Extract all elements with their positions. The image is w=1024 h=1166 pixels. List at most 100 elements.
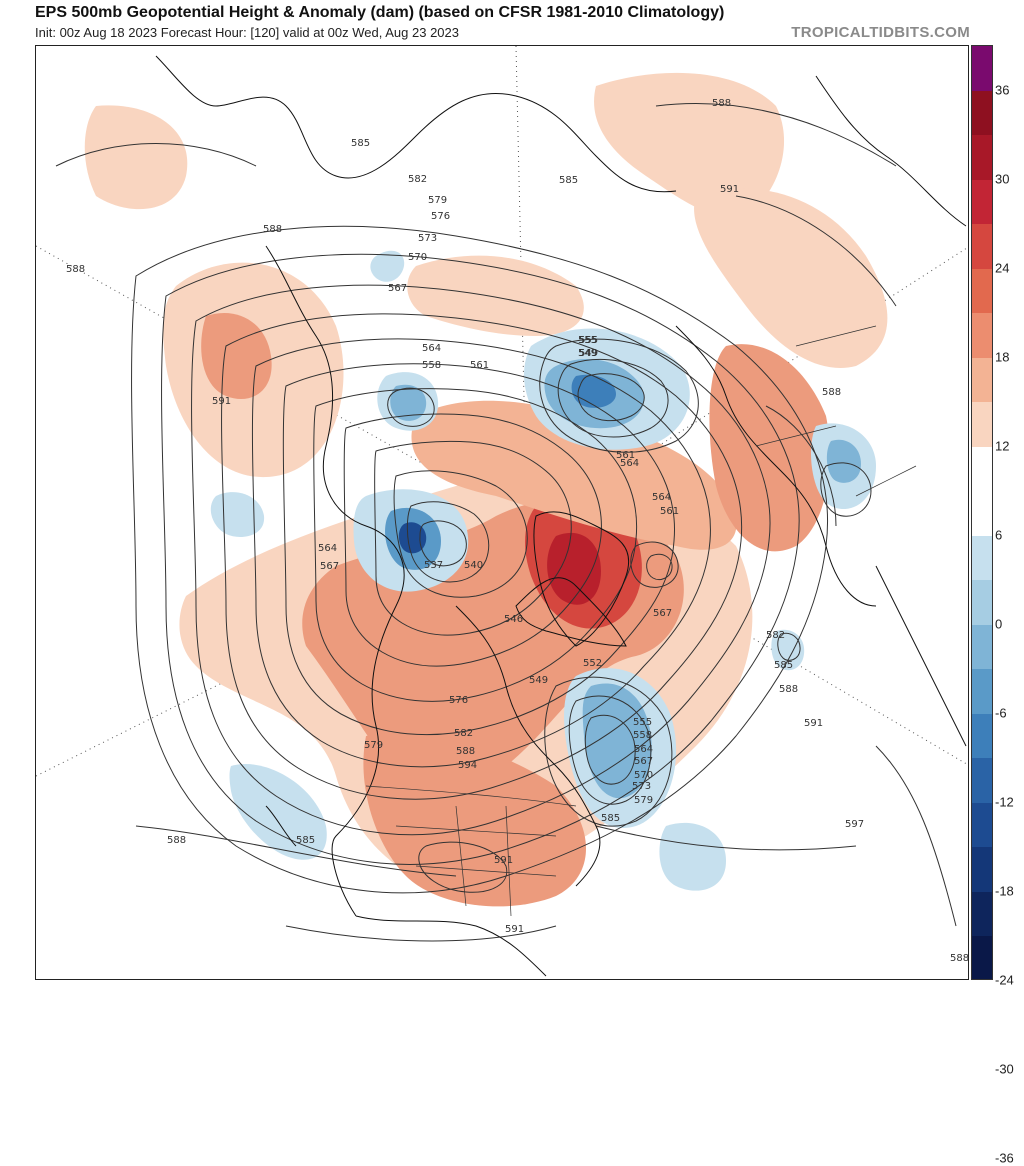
contour-label: 567 [320, 561, 339, 572]
colorbar-tick-label: -24 [995, 972, 1014, 988]
colorbar-segment [972, 802, 992, 848]
contour-label: 588 [66, 264, 85, 275]
contour-label: 585 [559, 175, 578, 186]
contour-label: 555 [578, 335, 597, 346]
contour-label: 558 [633, 730, 652, 741]
contour-label: 555 [579, 335, 598, 346]
colorbar-segment [972, 46, 992, 92]
contour-label: 564 [634, 744, 653, 755]
colorbar-segment [972, 936, 992, 979]
colorbar [971, 45, 993, 980]
colorbar-segment [972, 669, 992, 715]
map-panel: 588 585 588 582 579 576 573 570 567 585 588 591 564 5… [35, 45, 969, 980]
contour-label: 573 [632, 781, 651, 792]
contour-label: 594 [458, 760, 477, 771]
colorbar-tick-label: -6 [995, 705, 1007, 721]
contour-label: 585 [351, 138, 370, 149]
contour-label: 561 [660, 506, 679, 517]
contour-label: 585 [774, 660, 793, 671]
contour-label: 564 [652, 492, 671, 503]
contour-label: 579 [428, 195, 447, 206]
contour-label: 582 [408, 174, 427, 185]
contour-label: 567 [634, 756, 653, 767]
contour-label: 579 [634, 795, 653, 806]
contour-label: 552 [583, 658, 602, 669]
forecast-subtitle: Init: 00z Aug 18 2023 Forecast Hour: [12… [35, 25, 459, 40]
colorbar-tick-label: -30 [995, 1061, 1014, 1077]
contour-label: 597 [845, 819, 864, 830]
colorbar-tick-label: 18 [995, 349, 1010, 365]
contour-label: 558 [422, 360, 441, 371]
colorbar-segment [972, 402, 992, 448]
colorbar-tick-label: -18 [995, 883, 1014, 899]
colorbar-segment [972, 624, 992, 670]
contour-label: 561 [470, 360, 489, 371]
colorbar-tick-label: 30 [995, 171, 1010, 187]
colorbar-tick-label: 24 [995, 260, 1010, 276]
contour-label: 591 [720, 184, 739, 195]
colorbar-segment [972, 847, 992, 893]
colorbar-segment [972, 713, 992, 759]
colorbar-segment [972, 580, 992, 626]
contour-label: 546 [504, 614, 523, 625]
contour-label: 549 [578, 348, 597, 359]
colorbar-segment [972, 535, 992, 581]
contour-label: 570 [634, 770, 653, 781]
colorbar-segment [972, 224, 992, 270]
colorbar-tick-label: 6 [995, 527, 1003, 543]
colorbar-segment [972, 313, 992, 359]
contour-label: 564 [318, 543, 337, 554]
positive-anomaly-shading [84, 72, 888, 907]
contour-label: 588 [167, 835, 186, 846]
contour-label: 576 [449, 695, 468, 706]
contour-label: 591 [804, 718, 823, 729]
colorbar-segment [972, 268, 992, 314]
colorbar-tick-label: 36 [995, 82, 1010, 98]
map-canvas: 5885855885825795765735705675855885915645… [36, 46, 969, 977]
contour-label: 576 [431, 211, 450, 222]
contour-label: 567 [388, 283, 407, 294]
contour-label: 537 [424, 560, 443, 571]
contour-label: 588 [822, 387, 841, 398]
contour-label: 591 [494, 855, 513, 866]
contour-label: 585 [601, 813, 620, 824]
colorbar-segment [972, 135, 992, 181]
colorbar-segment [972, 179, 992, 225]
contour-label: 540 [464, 560, 483, 571]
contour-label: 555 [633, 717, 652, 728]
contour-label: 579 [364, 740, 383, 751]
contour-label: 561 [616, 450, 635, 461]
colorbar-tick-label: -36 [995, 1150, 1014, 1166]
height-contours [55, 103, 957, 942]
contour-label: 588 [779, 684, 798, 695]
contour-label: 573 [418, 233, 437, 244]
contour-label: 549 [529, 675, 548, 686]
colorbar-segment [972, 90, 992, 136]
contour-label: 591 [212, 396, 231, 407]
colorbar-segment [972, 357, 992, 403]
contour-label: 564 [620, 458, 639, 469]
negative-anomaly-shading [210, 250, 876, 891]
colorbar-tick-label: -12 [995, 794, 1014, 810]
colorbar-segment [972, 891, 992, 937]
contour-label: 564 [422, 343, 441, 354]
colorbar-tick-label: 0 [995, 616, 1003, 632]
political-boundaries [365, 325, 917, 917]
coastlines [155, 55, 967, 977]
contour-label: 588 [712, 98, 731, 109]
colorbar-tick-label: 12 [995, 438, 1010, 454]
contour-label: 588 [456, 746, 475, 757]
contour-label: 582 [766, 630, 785, 641]
colorbar-segment [972, 758, 992, 804]
contour-label: 549 [579, 348, 598, 359]
contour-label: 588 [263, 224, 282, 235]
contour-label: 570 [408, 252, 427, 263]
colorbar-segment [972, 491, 992, 537]
chart-title: EPS 500mb Geopotential Height & Anomaly … [35, 4, 725, 21]
contour-label: 582 [454, 728, 473, 739]
contour-label: 585 [296, 835, 315, 846]
contour-label: 591 [505, 924, 524, 935]
contour-label: 588 [950, 953, 969, 964]
brand-watermark: TROPICALTIDBITS.COM [791, 24, 970, 41]
contour-labels: 5885855885825795765735705675855885915645… [66, 98, 969, 964]
